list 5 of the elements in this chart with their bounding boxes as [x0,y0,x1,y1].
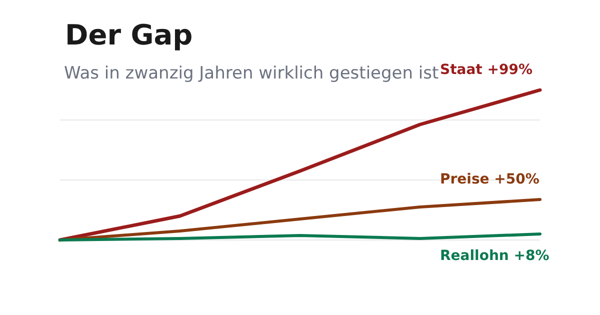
chart-title: Der Gap [65,18,193,52]
chart-subtitle: Was in zwanzig Jahren wirklich gestiegen ist [64,64,440,84]
series-label: Reallohn +8% [440,248,550,264]
series-label: Staat +99% [440,62,532,78]
series-label: Preise +50% [440,172,540,188]
